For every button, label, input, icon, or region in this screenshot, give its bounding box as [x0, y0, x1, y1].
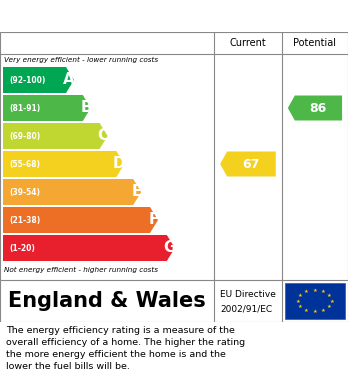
- Text: D: D: [113, 156, 125, 172]
- Text: Current: Current: [230, 38, 266, 48]
- Text: England & Wales: England & Wales: [8, 291, 206, 311]
- Polygon shape: [3, 95, 91, 121]
- Text: (92-100): (92-100): [9, 75, 45, 84]
- Text: ★: ★: [296, 298, 300, 303]
- Polygon shape: [3, 123, 108, 149]
- Text: ★: ★: [298, 304, 303, 309]
- Text: Potential: Potential: [293, 38, 337, 48]
- Text: ★: ★: [304, 289, 309, 294]
- Text: The energy efficiency rating is a measure of the
overall efficiency of a home. T: The energy efficiency rating is a measur…: [6, 326, 245, 371]
- Polygon shape: [288, 95, 342, 120]
- Text: G: G: [163, 240, 176, 255]
- Text: (69-80): (69-80): [9, 131, 40, 140]
- Text: (81-91): (81-91): [9, 104, 40, 113]
- Polygon shape: [3, 207, 158, 233]
- Text: A: A: [63, 72, 75, 88]
- Text: (21-38): (21-38): [9, 215, 40, 224]
- Text: 2002/91/EC: 2002/91/EC: [220, 304, 272, 313]
- Text: 86: 86: [309, 102, 326, 115]
- Text: EU Directive: EU Directive: [220, 290, 276, 299]
- Polygon shape: [220, 151, 276, 176]
- Text: ★: ★: [313, 288, 317, 293]
- Polygon shape: [3, 235, 175, 261]
- Text: 67: 67: [242, 158, 260, 170]
- Text: Energy Efficiency Rating: Energy Efficiency Rating: [9, 7, 238, 25]
- Text: B: B: [80, 100, 92, 115]
- Text: C: C: [97, 129, 109, 143]
- Polygon shape: [3, 151, 125, 177]
- Text: ★: ★: [330, 298, 334, 303]
- Text: ★: ★: [298, 293, 303, 298]
- Polygon shape: [3, 67, 74, 93]
- Text: ★: ★: [313, 309, 317, 314]
- Text: ★: ★: [321, 308, 326, 313]
- Text: Not energy efficient - higher running costs: Not energy efficient - higher running co…: [4, 267, 158, 273]
- Text: Very energy efficient - lower running costs: Very energy efficient - lower running co…: [4, 57, 158, 63]
- Polygon shape: [3, 179, 141, 205]
- Text: ★: ★: [327, 304, 332, 309]
- Text: ★: ★: [321, 289, 326, 294]
- Bar: [285, 283, 345, 319]
- Text: (39-54): (39-54): [9, 188, 40, 197]
- Text: F: F: [149, 212, 159, 228]
- Text: (55-68): (55-68): [9, 160, 40, 169]
- Text: E: E: [132, 185, 142, 199]
- Text: ★: ★: [327, 293, 332, 298]
- Text: ★: ★: [304, 308, 309, 313]
- Text: (1-20): (1-20): [9, 244, 35, 253]
